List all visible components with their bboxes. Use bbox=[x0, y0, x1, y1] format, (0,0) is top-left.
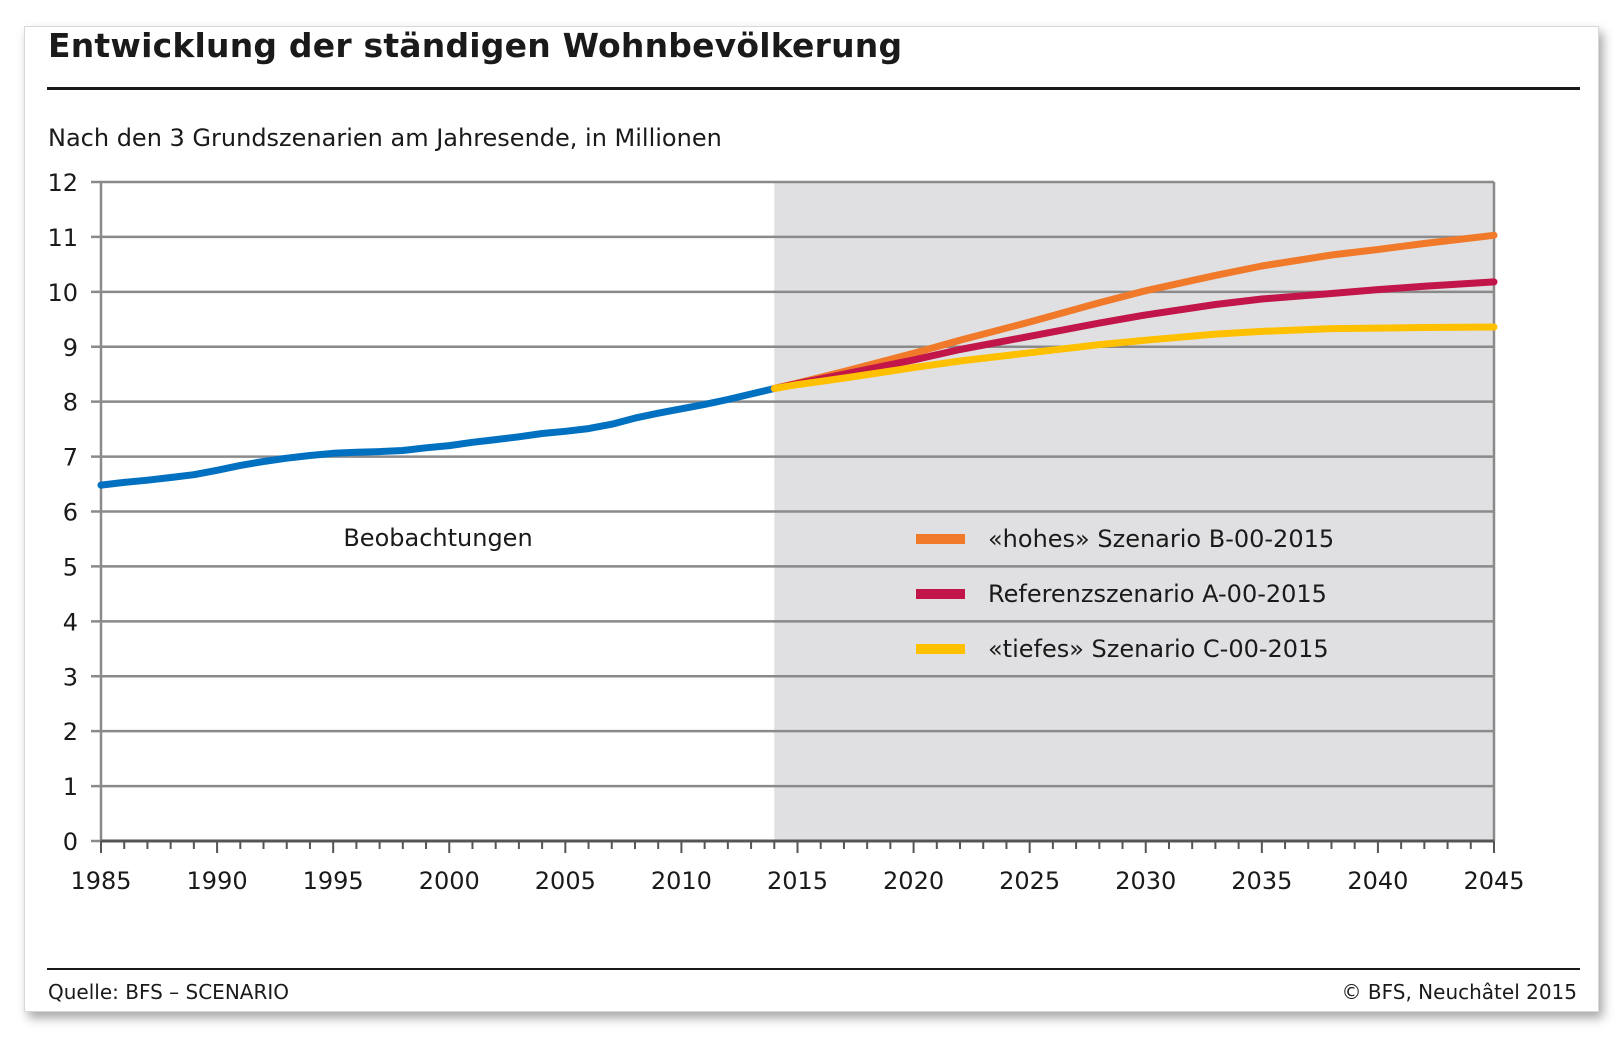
x-tick-label-2025: 2025 bbox=[999, 867, 1060, 895]
y-tick-label-9: 9 bbox=[63, 334, 78, 362]
y-tick-label-0: 0 bbox=[63, 828, 78, 856]
y-tick-label-11: 11 bbox=[47, 224, 78, 252]
x-tick-label-2005: 2005 bbox=[535, 867, 596, 895]
y-tick-label-7: 7 bbox=[63, 444, 78, 472]
y-tick-label-8: 8 bbox=[63, 389, 78, 417]
x-tick-label-1990: 1990 bbox=[187, 867, 248, 895]
series-line-observed bbox=[97, 385, 778, 489]
x-tick-label-1985: 1985 bbox=[70, 867, 131, 895]
y-tick-label-5: 5 bbox=[63, 553, 78, 581]
x-tick-label-2000: 2000 bbox=[419, 867, 480, 895]
series-line-reference bbox=[770, 278, 1498, 392]
chart-subtitle: Nach den 3 Grundszenarien am Jahresende,… bbox=[48, 124, 722, 152]
x-tick-label-2045: 2045 bbox=[1463, 867, 1524, 895]
y-tick-label-2: 2 bbox=[63, 718, 78, 746]
source-note: Quelle: BFS – SCENARIO bbox=[48, 980, 289, 1004]
title-divider bbox=[47, 87, 1580, 90]
x-tick-label-2010: 2010 bbox=[651, 867, 712, 895]
y-tick-label-6: 6 bbox=[63, 499, 78, 527]
x-tick-label-1995: 1995 bbox=[303, 867, 364, 895]
y-tick-label-1: 1 bbox=[63, 773, 78, 801]
legend-label-low: «tiefes» Szenario C-00-2015 bbox=[988, 635, 1329, 663]
legend-label-high: «hohes» Szenario B-00-2015 bbox=[988, 525, 1334, 553]
x-tick-label-2020: 2020 bbox=[883, 867, 944, 895]
x-tick-label-2040: 2040 bbox=[1347, 867, 1408, 895]
legend-label-reference: Referenzszenario A-00-2015 bbox=[988, 580, 1327, 608]
chart-title: Entwicklung der ständigen Wohnbevölkerun… bbox=[48, 26, 903, 65]
series-line-low bbox=[770, 323, 1498, 392]
x-tick-label-2035: 2035 bbox=[1231, 867, 1292, 895]
footer-divider bbox=[47, 968, 1580, 970]
x-tick-label-2030: 2030 bbox=[1115, 867, 1176, 895]
y-tick-label-3: 3 bbox=[63, 663, 78, 691]
copyright-note: © BFS, Neuchâtel 2015 bbox=[1341, 980, 1577, 1004]
y-tick-label-12: 12 bbox=[47, 169, 78, 197]
y-tick-label-10: 10 bbox=[47, 279, 78, 307]
x-tick-label-2015: 2015 bbox=[767, 867, 828, 895]
observation-label: Beobachtungen bbox=[343, 524, 532, 552]
y-tick-label-4: 4 bbox=[63, 608, 78, 636]
